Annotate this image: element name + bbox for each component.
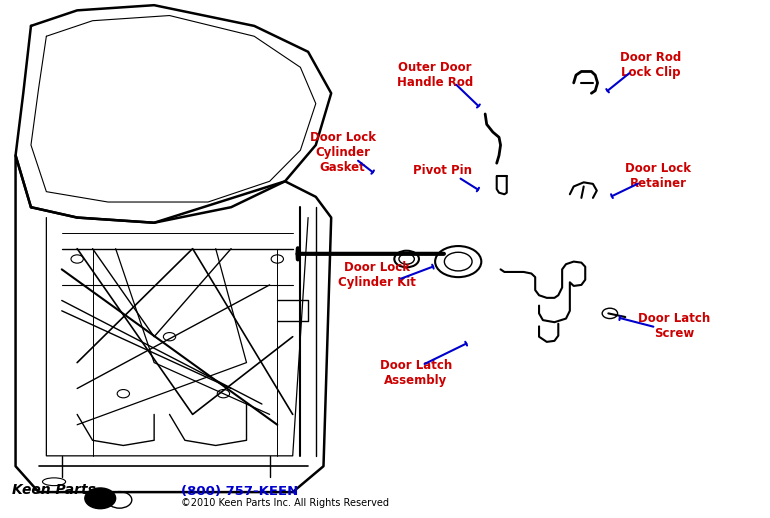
Text: Keen Parts: Keen Parts: [12, 482, 96, 497]
Text: Door Latch
Assembly: Door Latch Assembly: [380, 359, 452, 387]
Text: Door Lock
Cylinder Kit: Door Lock Cylinder Kit: [339, 261, 417, 289]
Circle shape: [85, 488, 116, 509]
Text: Door Rod
Lock Clip: Door Rod Lock Clip: [620, 51, 681, 79]
Text: Door Lock
Cylinder
Gasket: Door Lock Cylinder Gasket: [310, 131, 376, 175]
Text: Door Lock
Retainer: Door Lock Retainer: [625, 162, 691, 190]
Text: ©2010 Keen Parts Inc. All Rights Reserved: ©2010 Keen Parts Inc. All Rights Reserve…: [181, 498, 389, 509]
Text: Pivot Pin: Pivot Pin: [413, 164, 472, 178]
Text: Door Latch
Screw: Door Latch Screw: [638, 312, 710, 340]
Text: Outer Door
Handle Rod: Outer Door Handle Rod: [397, 61, 474, 89]
Text: (800) 757-KEEN: (800) 757-KEEN: [181, 484, 298, 498]
